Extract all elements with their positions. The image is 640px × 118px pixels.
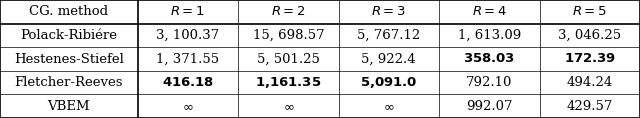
- Text: Polack-Ribiére: Polack-Ribiére: [20, 29, 117, 42]
- Text: $\infty$: $\infty$: [182, 100, 194, 113]
- Text: Hestenes-Stiefel: Hestenes-Stiefel: [14, 53, 124, 65]
- Text: $\infty$: $\infty$: [282, 100, 294, 113]
- Text: 792.10: 792.10: [466, 76, 513, 89]
- Text: $\mathbf{416.18}$: $\mathbf{416.18}$: [162, 76, 214, 89]
- Text: CG. method: CG. method: [29, 5, 108, 18]
- Text: $\mathbf{172.39}$: $\mathbf{172.39}$: [564, 53, 616, 65]
- Text: 429.57: 429.57: [566, 100, 613, 113]
- Text: $\infty$: $\infty$: [383, 100, 395, 113]
- Text: 992.07: 992.07: [466, 100, 513, 113]
- Text: $R = 4$: $R = 4$: [472, 5, 507, 18]
- Text: 5, 767.12: 5, 767.12: [357, 29, 420, 42]
- Text: $\mathbf{5{,} 091.0}$: $\mathbf{5{,} 091.0}$: [360, 75, 417, 90]
- Text: 494.24: 494.24: [566, 76, 613, 89]
- Text: $\mathbf{1{,} 161.35}$: $\mathbf{1{,} 161.35}$: [255, 75, 321, 90]
- Text: 15, 698.57: 15, 698.57: [253, 29, 324, 42]
- Text: 5, 922.4: 5, 922.4: [362, 53, 416, 65]
- Text: 1, 613.09: 1, 613.09: [458, 29, 521, 42]
- Text: $R = 5$: $R = 5$: [572, 5, 607, 18]
- Text: $R = 3$: $R = 3$: [371, 5, 406, 18]
- Text: 3, 046.25: 3, 046.25: [558, 29, 621, 42]
- Text: 1, 371.55: 1, 371.55: [156, 53, 220, 65]
- Text: $R = 1$: $R = 1$: [170, 5, 205, 18]
- Text: VBEM: VBEM: [47, 100, 90, 113]
- Text: 5, 501.25: 5, 501.25: [257, 53, 320, 65]
- Text: $\mathbf{358.03}$: $\mathbf{358.03}$: [463, 53, 515, 65]
- Text: $R = 2$: $R = 2$: [271, 5, 306, 18]
- Text: 3, 100.37: 3, 100.37: [156, 29, 220, 42]
- Text: Fletcher-Reeves: Fletcher-Reeves: [15, 76, 123, 89]
